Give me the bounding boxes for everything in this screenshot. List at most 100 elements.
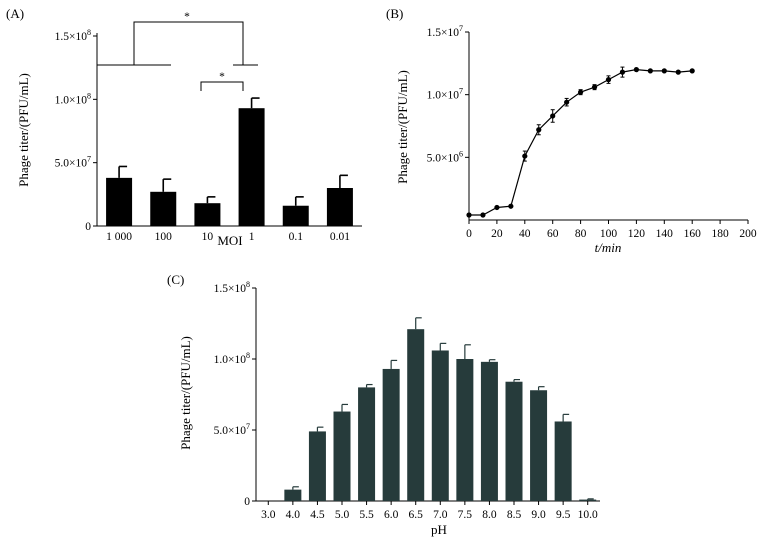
panel-b-y-ticks: 5.0×106 1.0×107 1.5×107 <box>427 24 469 164</box>
panel-c-x-tick-label: 10.0 <box>578 509 598 521</box>
panel-c-x-tick-label: 7.5 <box>458 509 473 521</box>
panel-b: (B) 5.0×106 1.0×107 1.5×107 0 20 40 60 80 100 12… <box>386 6 757 255</box>
panel-c-bar <box>456 359 474 501</box>
panel-b-y-tick-label: 1.5×107 <box>427 24 463 39</box>
panel-c-x-tick-label: 9.5 <box>556 509 571 521</box>
panel-c-y-tick-label: 0 <box>244 496 250 508</box>
panel-c-x-tick-label: 4.0 <box>286 509 301 521</box>
panel-b-point <box>564 99 570 105</box>
panel-b-x-tick-label: 80 <box>575 228 587 240</box>
panel-c-bar <box>333 411 351 501</box>
panel-c-x-tick-label: 8.5 <box>507 509 522 521</box>
panel-c-x-axis-title: pH <box>431 522 447 537</box>
panel-b-point <box>522 153 528 159</box>
panel-a-y-tick-label: 1.5×108 <box>55 28 91 43</box>
panel-c-y-tick-label: 5.0×107 <box>214 422 250 437</box>
panel-c-bar <box>480 361 498 501</box>
panel-b-point <box>647 68 653 74</box>
panel-a-x-tick-label: 0.01 <box>330 231 350 243</box>
panel-b-point <box>661 68 667 74</box>
panel-a-bar <box>238 108 265 226</box>
panel-a-x-tick-label: 1 000 <box>106 231 132 243</box>
panel-a-bars <box>106 97 353 226</box>
panel-c-bar <box>382 368 400 501</box>
panel-a-x-ticks: 1 000 100 10 1 0.1 0.01 <box>106 231 350 243</box>
panel-b-point <box>508 203 514 209</box>
panel-a-bar <box>194 203 221 226</box>
panel-b-point <box>536 127 542 133</box>
panel-c-bar <box>554 421 572 501</box>
panel-b-x-tick-label: 200 <box>739 228 757 240</box>
panel-b-x-tick-label: 40 <box>519 228 531 240</box>
panel-b-x-tick-label: 140 <box>656 228 674 240</box>
panel-c-y-tick-label: 1.5×108 <box>214 280 250 295</box>
panel-b-point <box>466 212 472 218</box>
panel-b-x-axis-title: t/min <box>595 240 622 255</box>
panel-c-label: (C) <box>167 272 184 287</box>
panel-b-y-tick-label: 5.0×106 <box>427 149 463 164</box>
panel-a-bar <box>150 191 177 226</box>
panel-c-x-tick-label: 5.0 <box>335 509 350 521</box>
panel-b-x-tick-label: 120 <box>628 228 646 240</box>
panel-c-x-tick-label: 3.0 <box>261 509 276 521</box>
panel-c-bar <box>308 431 326 501</box>
significance-star-outer: * <box>184 11 190 23</box>
panel-b-series <box>466 66 695 218</box>
panel-c-y-tick-label: 1.0×108 <box>214 351 250 366</box>
panel-a-y-axis-title: Phage titer/(PFU/mL) <box>16 73 31 187</box>
panel-c-bar <box>284 489 302 501</box>
panel-c: (C) 0 5.0×107 1.0×108 1.5×108 3.0 4.0 4.5 5.0 5… <box>167 272 600 537</box>
panel-c-bars <box>284 317 597 501</box>
panel-a-y-tick-label: 5.0×107 <box>55 155 91 170</box>
panel-a-x-tick-label: 0.1 <box>289 231 304 243</box>
panel-c-x-tick-label: 4.5 <box>310 509 325 521</box>
panel-b-y-tick-label: 1.0×107 <box>427 87 463 102</box>
panel-b-point <box>619 69 626 75</box>
panel-b-point <box>591 84 598 90</box>
panel-b-point <box>605 77 612 83</box>
panel-a-label: (A) <box>6 6 24 21</box>
panel-a-x-tick-label: 1 <box>249 231 255 243</box>
panel-c-bar <box>505 381 523 501</box>
significance-bracket-outer <box>97 21 258 66</box>
panel-c-bar <box>407 329 425 501</box>
panel-a-bar <box>326 188 353 226</box>
panel-b-y-axis-title: Phage titer/(PFU/mL) <box>395 70 410 184</box>
panel-a-y-ticks: 0 5.0×107 1.0×108 1.5×108 <box>55 28 97 233</box>
panel-c-x-tick-label: 5.5 <box>359 509 374 521</box>
panel-c-x-tick-label: 6.0 <box>384 509 399 521</box>
panel-c-bar <box>530 390 548 501</box>
panel-b-x-tick-label: 100 <box>600 228 618 240</box>
panel-b-label: (B) <box>386 6 403 21</box>
panel-c-y-axis-title: Phage titer/(PFU/mL) <box>178 336 193 450</box>
panel-a-bar <box>282 205 309 226</box>
panel-b-point <box>550 113 556 119</box>
panel-a: (A) 0 5.0×107 1.0×108 1.5×108 1 000 100 10 1 0.… <box>6 6 362 248</box>
panel-b-x-tick-label: 0 <box>466 228 472 240</box>
panel-b-x-ticks: 0 20 40 60 80 100 120 140 160 180 200 <box>466 220 757 240</box>
panel-c-bar <box>431 350 449 501</box>
panel-c-x-tick-label: 6.5 <box>409 509 424 521</box>
panel-b-point <box>480 212 486 218</box>
significance-bracket-inner <box>200 81 244 91</box>
panel-a-y-tick-label: 1.0×108 <box>55 91 91 106</box>
panel-b-point <box>689 68 695 74</box>
panel-b-point <box>494 204 500 211</box>
panel-a-y-tick-label: 0 <box>85 221 91 233</box>
panel-b-x-tick-label: 180 <box>711 228 729 240</box>
panel-b-point <box>578 89 584 95</box>
panel-b-x-tick-label: 20 <box>491 228 503 240</box>
panel-a-x-tick-label: 10 <box>202 231 214 243</box>
panel-b-x-tick-label: 60 <box>547 228 559 240</box>
panel-c-x-tick-label: 9.0 <box>531 509 546 521</box>
panel-b-point <box>675 69 681 75</box>
panel-b-x-tick-label: 160 <box>684 228 702 240</box>
panel-c-bar <box>579 499 597 501</box>
significance-star-inner: * <box>219 71 225 83</box>
panel-c-bar <box>358 387 376 501</box>
panel-a-bar <box>106 177 133 226</box>
panel-c-x-ticks: 3.0 4.0 4.5 5.0 5.5 6.0 6.5 7.0 7.5 8.0 8.5 9.0 9.5 1… <box>261 501 598 521</box>
panel-c-x-tick-label: 7.0 <box>433 509 448 521</box>
panel-a-x-tick-label: 100 <box>155 231 173 243</box>
